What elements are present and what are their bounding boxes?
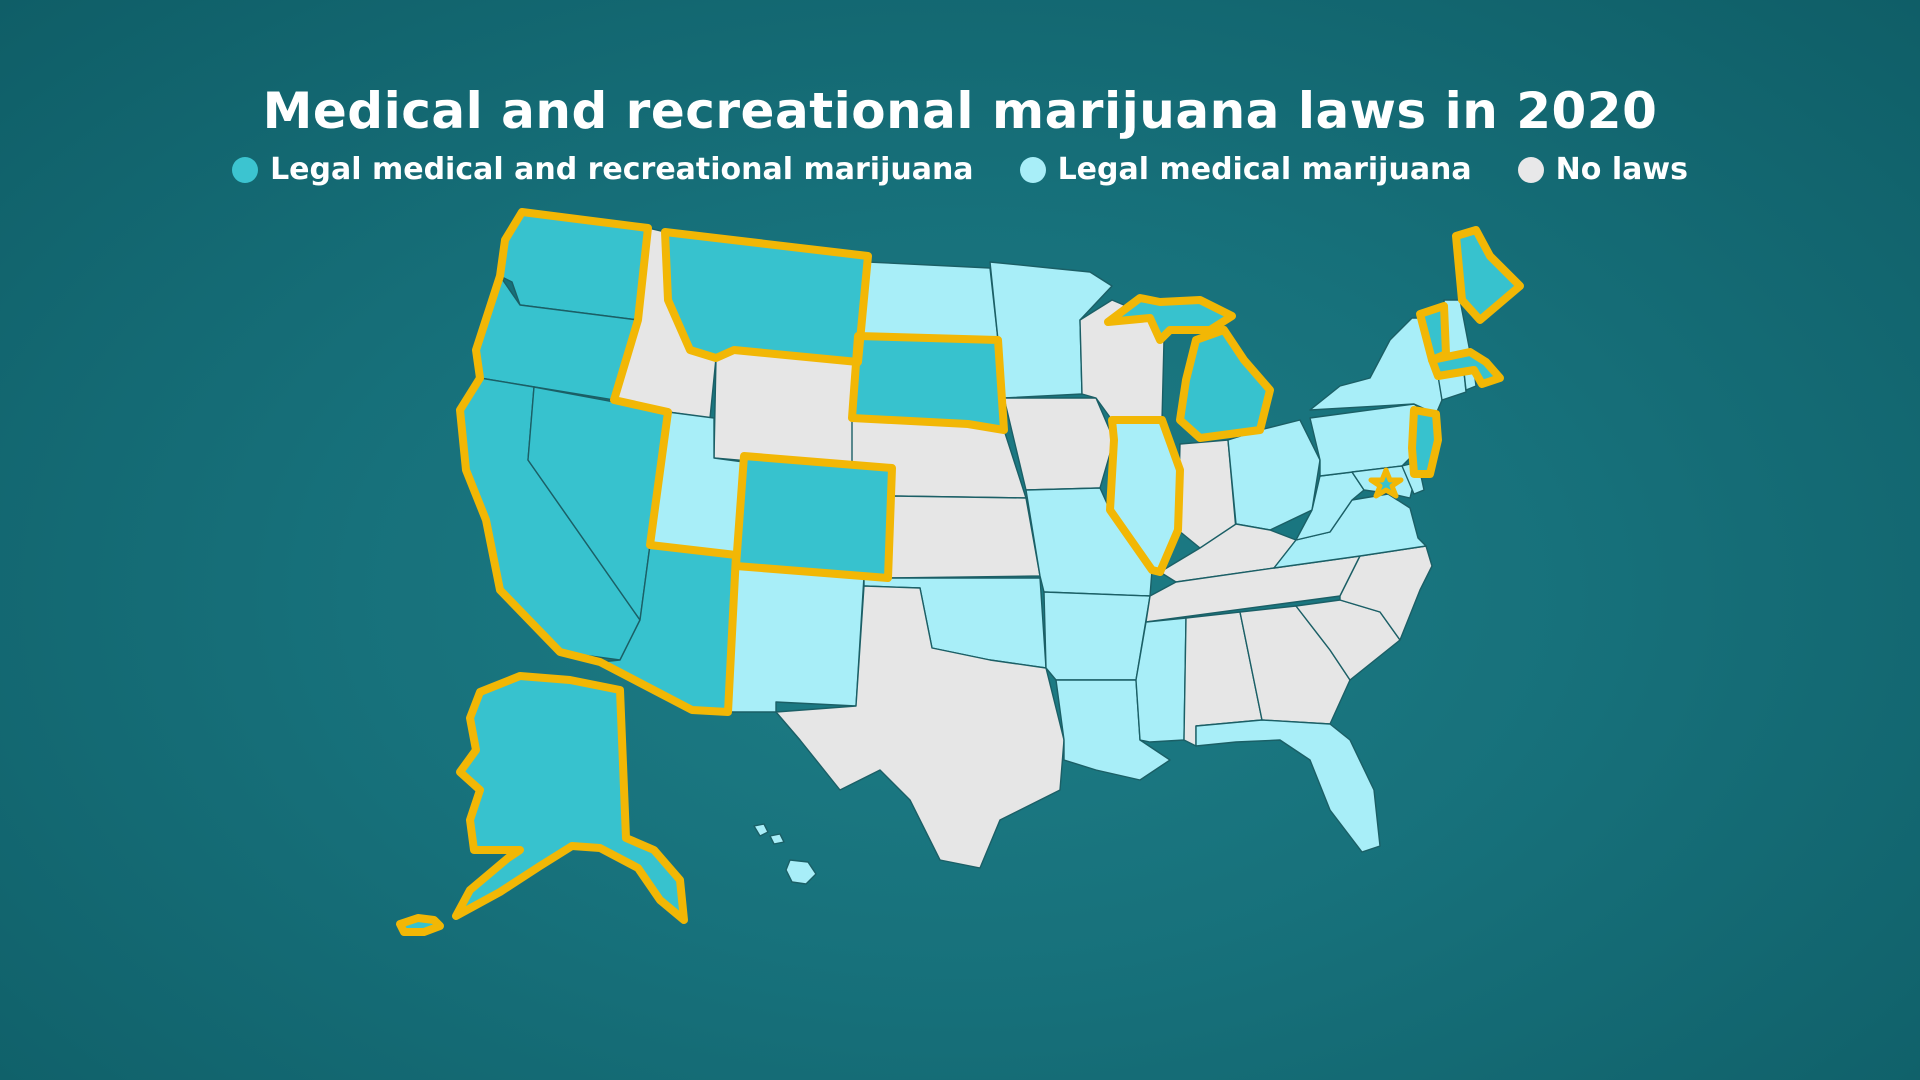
outline-michigan-upper [1104, 294, 1236, 344]
state-kansas [887, 495, 1041, 579]
state-iowa [1003, 397, 1115, 491]
state-texas [775, 585, 1065, 869]
state-florida [1195, 719, 1381, 853]
outline-michigan-lower [1176, 326, 1274, 442]
outline-alaska-aleutians [396, 914, 444, 936]
state-missouri [1025, 487, 1153, 597]
state-mississippi [1135, 617, 1187, 743]
outline-new-jersey [1408, 406, 1442, 478]
state-colorado [735, 455, 893, 579]
state-hawaii-island-3 [769, 833, 785, 845]
legend-dot-recreational [232, 156, 259, 183]
recreational-outlines [396, 208, 1524, 936]
outline-south-dakota [848, 332, 1008, 434]
legend-item-no-laws: No laws [1517, 152, 1688, 187]
legend-label-no-laws: No laws [1555, 152, 1688, 187]
legend-dot-no-laws [1517, 156, 1544, 183]
state-new-mexico [727, 565, 865, 713]
outline-maine [1452, 226, 1524, 324]
state-north-dakota [857, 261, 999, 341]
outline-dc [1368, 467, 1404, 499]
legend-item-medical: Legal medical marijuana [1019, 152, 1472, 187]
state-wyoming [713, 349, 859, 471]
legend-dot-medical [1019, 156, 1046, 183]
state-ohio [1227, 419, 1321, 531]
legend-item-recreational: Legal medical and recreational marijuana [232, 152, 974, 187]
outline-illinois [1106, 416, 1184, 576]
legend-label-recreational: Legal medical and recreational marijuana [270, 152, 974, 187]
legend: Legal medical and recreational marijuana… [0, 152, 1920, 187]
legend-label-medical: Legal medical marijuana [1057, 152, 1472, 187]
outline-montana [661, 228, 872, 366]
outline-alaska [452, 672, 688, 924]
state-hawaii-island-2 [753, 823, 769, 837]
state-hawaii [785, 859, 817, 885]
outline-colorado [732, 452, 896, 582]
state-arkansas [1043, 591, 1151, 681]
outline-massachusetts [1428, 348, 1504, 388]
outline-west-coast [456, 208, 740, 716]
map-title: Medical and recreational marijuana laws … [262, 82, 1658, 140]
